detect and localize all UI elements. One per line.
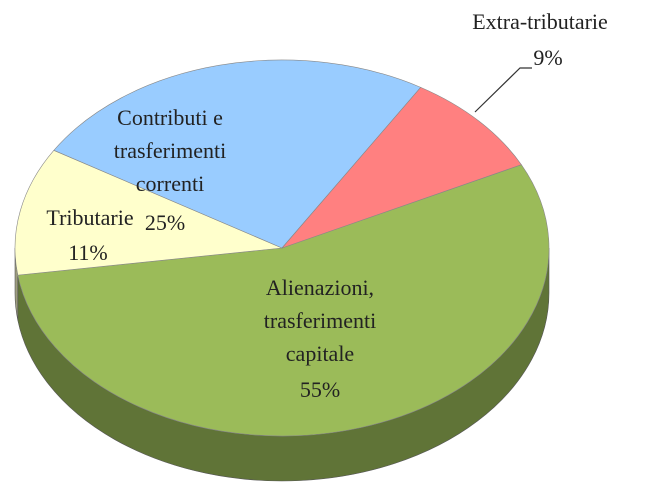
pie-slice <box>17 164 550 437</box>
leader-line <box>474 67 532 113</box>
slice-value-label: 55% <box>300 377 340 402</box>
slice-value-label: 11% <box>68 240 108 265</box>
slice-value-label: 25% <box>145 210 185 235</box>
pie-slice <box>281 86 522 249</box>
slice-value-label: 9% <box>533 45 562 70</box>
slice-label: Contributi e trasferimenti correnti <box>114 105 226 196</box>
slice-label: Alienazioni, trasferimenti capitale <box>264 275 376 366</box>
slice-label: Tributarie <box>46 205 133 230</box>
slice-label: Extra-tributarie <box>472 9 608 34</box>
pie-slice <box>53 59 422 249</box>
pie-slice <box>14 149 284 276</box>
